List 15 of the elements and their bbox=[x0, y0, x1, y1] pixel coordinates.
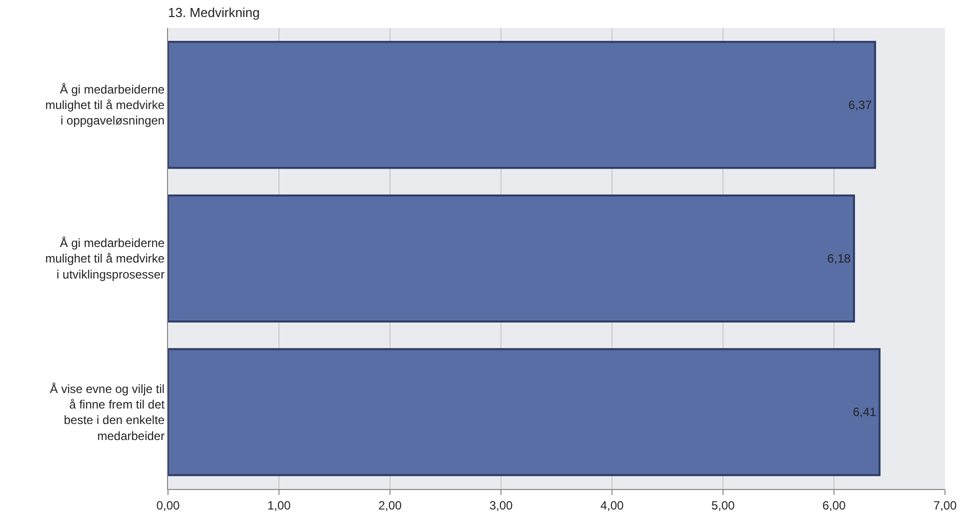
data-label: 6,41 bbox=[852, 405, 877, 420]
data-label: 6,37 bbox=[848, 98, 872, 112]
x-tick-label: 0,00 bbox=[156, 498, 180, 512]
y-tick-label: Å gi medarbeiderne mulighet til å medvirke i oppgaveløsningen bbox=[45, 82, 165, 128]
chart-title: 13. Medvirkning bbox=[168, 4, 260, 20]
x-tick-label: 7,00 bbox=[933, 498, 957, 512]
x-tick-label: 4,00 bbox=[600, 498, 624, 512]
x-tick-label: 5,00 bbox=[711, 498, 735, 512]
y-tick-label: Å gi medarbeiderne mulighet til å medvirke i utviklingsprosesser bbox=[45, 236, 165, 282]
x-tick-label: 2,00 bbox=[378, 498, 402, 512]
y-tick-label: Å vise evne og vilje til å finne frem til det beste i den enkelte medarbeider bbox=[50, 382, 166, 443]
x-tick-label: 6,00 bbox=[822, 498, 846, 512]
x-tick-label: 1,00 bbox=[267, 498, 291, 512]
x-tick-label: 3,00 bbox=[489, 498, 513, 512]
data-label: 6,18 bbox=[827, 252, 851, 266]
